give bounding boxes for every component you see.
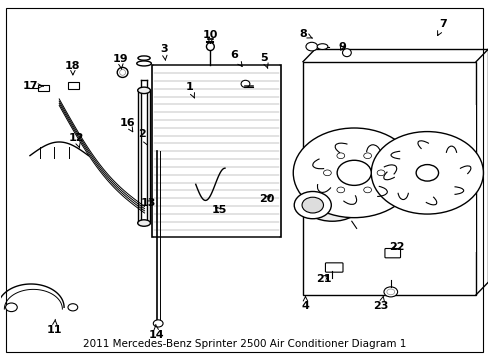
Circle shape [415, 165, 438, 181]
Text: 12: 12 [68, 133, 84, 148]
Circle shape [5, 303, 17, 312]
Ellipse shape [120, 69, 125, 75]
Circle shape [376, 170, 384, 176]
Text: 22: 22 [388, 242, 404, 252]
Text: 19: 19 [112, 54, 128, 69]
Ellipse shape [117, 67, 128, 77]
Circle shape [305, 42, 317, 51]
FancyBboxPatch shape [384, 248, 400, 258]
Ellipse shape [304, 189, 360, 221]
Circle shape [363, 187, 371, 193]
Text: 9: 9 [337, 42, 345, 51]
Circle shape [386, 289, 394, 295]
Circle shape [302, 197, 323, 213]
Text: 21: 21 [315, 274, 330, 284]
Text: 16: 16 [120, 118, 135, 132]
Text: 2: 2 [138, 129, 147, 145]
Text: 11: 11 [46, 319, 62, 335]
Text: 13: 13 [140, 198, 155, 208]
Ellipse shape [138, 87, 150, 94]
Circle shape [153, 320, 163, 327]
Circle shape [294, 192, 330, 219]
Text: 1: 1 [185, 82, 194, 98]
Text: 7: 7 [437, 19, 447, 36]
Text: 15: 15 [211, 206, 226, 216]
Ellipse shape [317, 44, 327, 49]
Text: 18: 18 [65, 61, 81, 75]
Text: 23: 23 [372, 296, 388, 311]
Ellipse shape [138, 56, 150, 60]
Circle shape [370, 132, 483, 214]
Circle shape [336, 153, 344, 159]
FancyBboxPatch shape [325, 263, 342, 272]
Bar [152, 65, 281, 237]
Bar [303, 62, 475, 295]
Circle shape [68, 304, 78, 311]
Ellipse shape [342, 49, 350, 57]
Circle shape [336, 187, 344, 193]
Circle shape [363, 153, 371, 159]
Ellipse shape [137, 61, 151, 66]
Circle shape [336, 160, 370, 185]
Circle shape [293, 128, 414, 218]
Ellipse shape [206, 42, 214, 50]
Circle shape [383, 287, 397, 297]
Text: 2011 Mercedes-Benz Sprinter 2500 Air Conditioner Diagram 1: 2011 Mercedes-Benz Sprinter 2500 Air Con… [82, 339, 406, 349]
Text: 6: 6 [229, 50, 242, 67]
Text: 10: 10 [202, 30, 218, 43]
Text: 14: 14 [149, 324, 164, 340]
Ellipse shape [241, 80, 249, 87]
Bar [38, 85, 49, 91]
Text: 5: 5 [260, 53, 267, 68]
Text: 17: 17 [22, 81, 43, 91]
Circle shape [323, 170, 330, 176]
FancyBboxPatch shape [463, 105, 475, 252]
Text: 3: 3 [160, 44, 167, 60]
Ellipse shape [138, 220, 150, 226]
Text: 8: 8 [299, 29, 312, 39]
Text: 20: 20 [258, 194, 274, 204]
Text: 4: 4 [301, 296, 309, 311]
Bar [68, 82, 79, 89]
